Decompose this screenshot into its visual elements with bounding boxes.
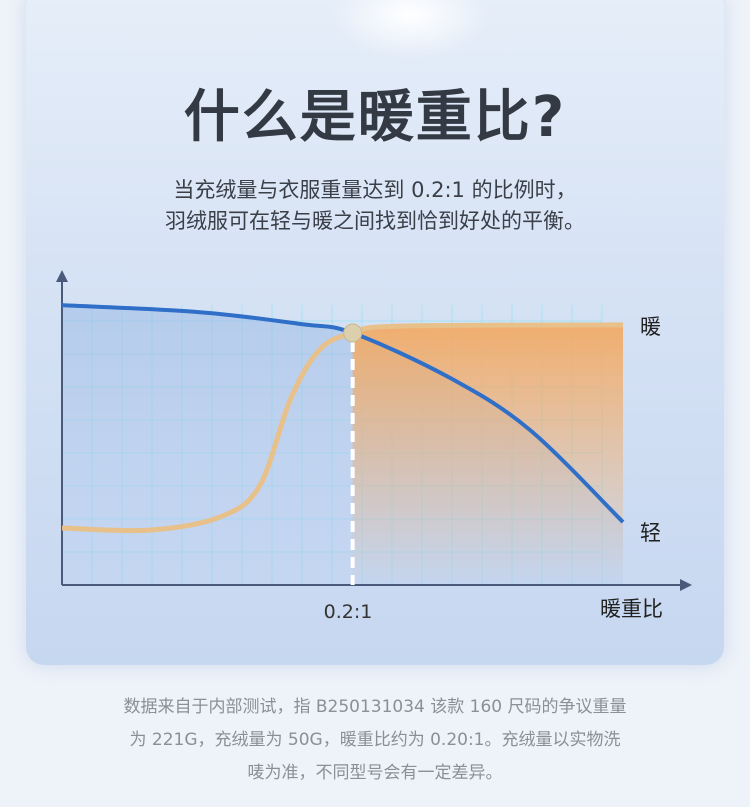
warm-area-fill [352, 324, 623, 585]
x-axis-arrow-icon [680, 579, 692, 591]
x-tick-label: 0.2:1 [324, 601, 373, 623]
series-label-warm: 暖 [640, 315, 661, 339]
subtitle-line-2: 羽绒服可在轻与暖之间找到恰到好处的平衡。 [165, 209, 585, 233]
x-axis-label: 暖重比 [600, 597, 663, 621]
footnote-line-3: 唛为准，不同型号会有一定差异。 [247, 763, 503, 783]
subtitle-line-1: 当充绒量与衣服重量达到 0.2:1 的比例时， [173, 178, 577, 202]
series-line-warm [61, 322, 624, 534]
page-title: 什么是暖重比? [183, 85, 567, 150]
footnote-line-1: 数据来自于内部测试，指 B250131034 该款 160 尺码的争议重量 [123, 697, 627, 717]
y-axis-arrow-icon [56, 270, 68, 282]
intersection-point [343, 323, 363, 343]
footnote-line-2: 为 221G，充绒量为 50G，暖重比约为 0.20:1。充绒量以实物洗 [129, 730, 621, 750]
series-label-light: 轻 [640, 521, 661, 545]
